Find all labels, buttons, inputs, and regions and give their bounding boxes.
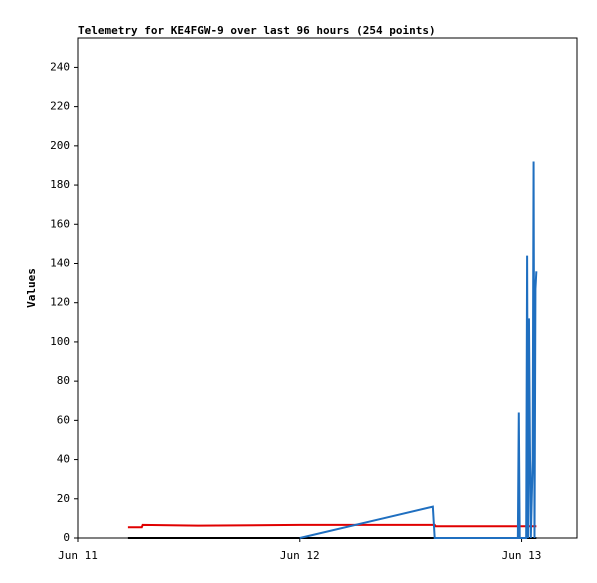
y-tick-label: 200 — [50, 139, 70, 152]
y-tick-label: 180 — [50, 178, 70, 191]
series-line — [299, 161, 538, 539]
y-tick-label: 20 — [57, 492, 70, 505]
y-tick-label: 0 — [63, 531, 70, 544]
x-tick-label: Jun 11 — [58, 549, 98, 562]
y-tick-label: 120 — [50, 296, 70, 309]
y-tick-label: 80 — [57, 374, 70, 387]
series-line — [127, 523, 537, 529]
y-tick-label: 40 — [57, 453, 70, 466]
chart-title: Telemetry for KE4FGW-9 over last 96 hour… — [78, 24, 436, 37]
y-tick-label: 60 — [57, 413, 70, 426]
x-tick-label: Jun 12 — [280, 549, 320, 562]
y-axis-label: Values — [25, 268, 38, 308]
y-tick-label: 100 — [50, 335, 70, 348]
y-tick-label: 220 — [50, 100, 70, 113]
y-tick-label: 160 — [50, 217, 70, 230]
plot-frame — [77, 37, 578, 539]
x-tick-label: Jun 13 — [502, 549, 542, 562]
y-tick-label: 140 — [50, 256, 70, 269]
y-tick-label: 240 — [50, 60, 70, 73]
